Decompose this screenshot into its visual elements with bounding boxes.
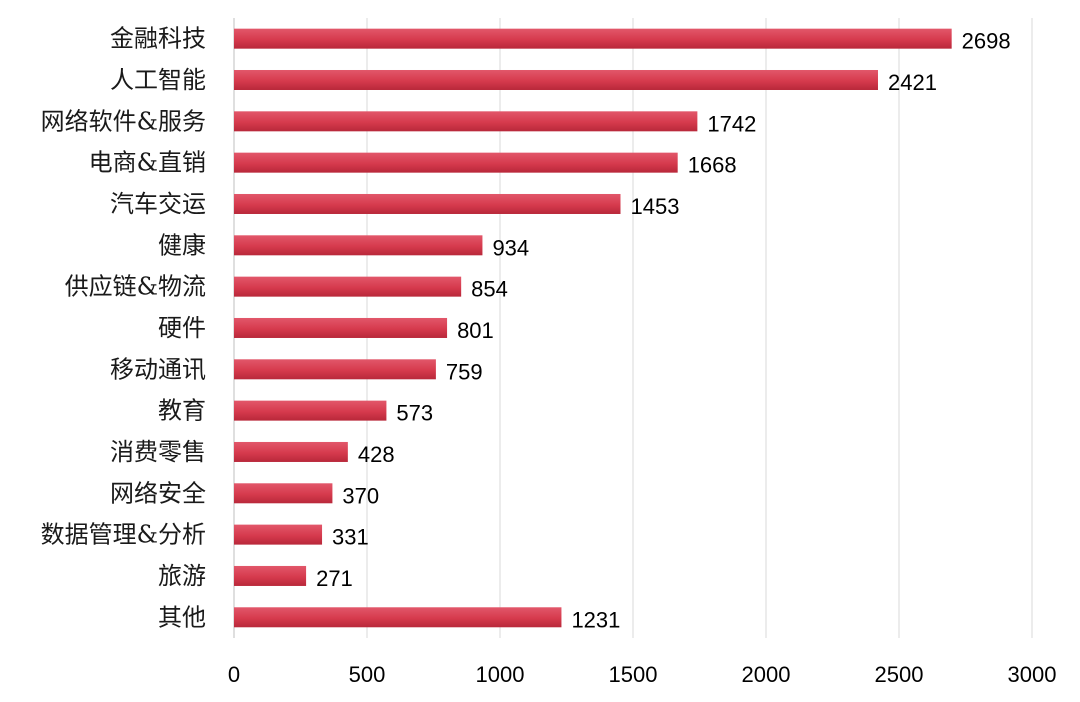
category-label: 供应链&物流	[65, 273, 206, 301]
category-label: 其他	[158, 603, 206, 631]
x-axis-tick-labels: 0 500 1000 1500 2000 2500 3000	[228, 662, 1057, 687]
x-tick-label: 3000	[1008, 662, 1057, 687]
bar	[234, 483, 333, 504]
category-label: 网络安全	[110, 479, 206, 507]
value-label: 2421	[888, 70, 937, 95]
bar	[234, 235, 483, 256]
bar	[234, 193, 621, 214]
value-label: 428	[358, 442, 395, 467]
bar	[234, 607, 562, 628]
bars	[234, 28, 952, 628]
category-label: 消费零售	[110, 438, 206, 466]
category-label: 人工智能	[110, 66, 206, 94]
x-tick-label: 500	[349, 662, 386, 687]
value-label: 331	[332, 525, 369, 550]
x-tick-label: 1500	[609, 662, 658, 687]
category-label: 移动通讯	[110, 355, 206, 383]
x-tick-label: 1000	[476, 662, 525, 687]
category-label: 旅游	[158, 562, 206, 590]
value-label: 854	[471, 277, 508, 302]
bar	[234, 524, 323, 545]
x-tick-label: 2500	[875, 662, 924, 687]
category-label: 电商&直销	[89, 149, 206, 177]
value-label: 1453	[630, 194, 679, 219]
value-label: 801	[457, 318, 494, 343]
value-label: 1668	[688, 153, 737, 178]
category-labels: 金融科技人工智能网络软件&服务电商&直销汽车交运健康供应链&物流硬件移动通讯教育…	[41, 25, 206, 632]
bar	[234, 317, 448, 338]
bar	[234, 111, 698, 132]
bar	[234, 152, 678, 173]
category-label: 教育	[158, 397, 206, 425]
category-label: 数据管理&分析	[41, 521, 206, 549]
bar	[234, 28, 952, 49]
value-label: 1231	[571, 607, 620, 632]
bar	[234, 276, 462, 297]
bar	[234, 565, 307, 586]
value-label: 1742	[707, 111, 756, 136]
value-label: 370	[342, 483, 379, 508]
value-label: 934	[492, 235, 529, 260]
bar	[234, 441, 348, 462]
category-label: 网络软件&服务	[41, 107, 206, 135]
value-label: 573	[396, 401, 433, 426]
x-tick-label: 0	[228, 662, 240, 687]
x-tick-label: 2000	[742, 662, 791, 687]
value-label: 2698	[962, 29, 1011, 54]
bar	[234, 69, 878, 90]
bar	[234, 400, 387, 421]
bar	[234, 359, 436, 380]
category-label: 汽车交运	[110, 190, 206, 218]
value-label: 271	[316, 566, 353, 591]
category-label: 硬件	[158, 314, 206, 342]
category-label: 健康	[158, 231, 206, 259]
value-label: 759	[446, 359, 483, 384]
category-label: 金融科技	[110, 25, 206, 53]
